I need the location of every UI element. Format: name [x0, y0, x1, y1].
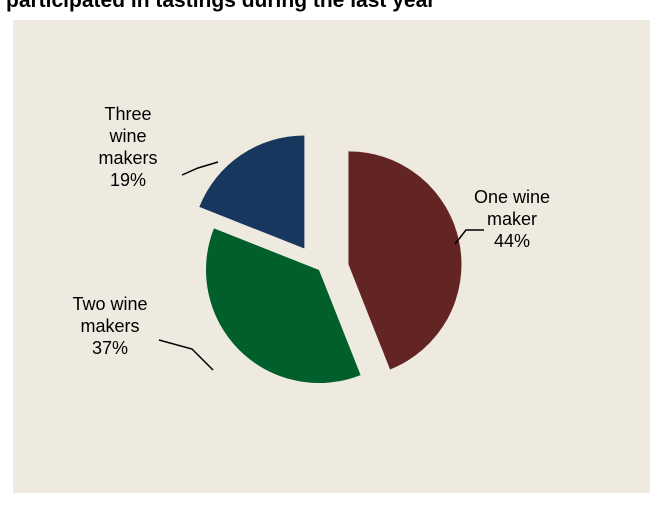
- slice-percent-label: 37%: [92, 338, 128, 358]
- slice-category-label: Two wine: [72, 294, 147, 314]
- leader-line-1: [454, 229, 484, 245]
- slice-percent-label: 19%: [110, 170, 146, 190]
- plot-area: [13, 20, 650, 493]
- pie-slice-1: [348, 151, 462, 370]
- slice-label-3: Three wine makers 19%: [98, 104, 157, 190]
- slice-label-1: One wine maker 44%: [474, 187, 550, 251]
- pie-slice-2: [205, 228, 361, 384]
- pie-slice-3: [199, 135, 305, 249]
- slice-category-label: Three: [104, 104, 151, 124]
- slice-category-label: makers: [80, 316, 139, 336]
- chart-title: participated in tastings during the last…: [6, 0, 436, 12]
- leader-line-3: [181, 161, 219, 176]
- slice-category-label: One wine: [474, 187, 550, 207]
- slice-category-label: makers: [98, 148, 157, 168]
- slice-category-label: maker: [487, 209, 537, 229]
- slice-category-label: wine: [108, 126, 146, 146]
- slice-label-2: Two wine makers 37%: [72, 294, 147, 358]
- slice-percent-label: 44%: [494, 231, 530, 251]
- leader-line-2: [158, 339, 214, 371]
